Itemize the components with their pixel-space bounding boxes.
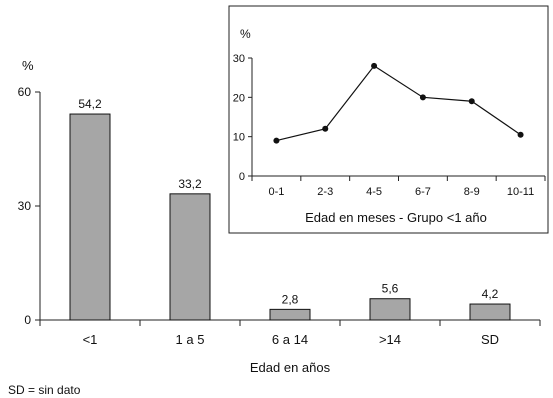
- inset-y-axis-label: %: [240, 27, 251, 41]
- inset-points: [273, 62, 524, 144]
- bar-data-label: 4,2: [482, 287, 499, 301]
- main-y-ticks: 0 30 60: [18, 85, 40, 327]
- inset-point: [371, 62, 378, 69]
- main-y-axis-label: %: [22, 58, 34, 73]
- main-x-ticks: [39, 320, 541, 326]
- main-y-tick-label: 0: [24, 313, 31, 327]
- inset-x-axis-label: Edad en meses - Grupo <1 año: [305, 210, 487, 225]
- main-category-label: 1 a 5: [176, 332, 205, 347]
- inset-category-label: 8-9: [464, 186, 480, 198]
- inset-point: [468, 98, 475, 105]
- footnote: SD = sin dato: [8, 383, 81, 397]
- main-category-label: 6 a 14: [272, 332, 308, 347]
- main-category-label: >14: [379, 332, 401, 347]
- main-category-labels: <1 1 a 5 6 a 14 >14 SD: [83, 332, 499, 347]
- main-category-label: SD: [481, 332, 499, 347]
- inset-y-tick-label: 20: [233, 92, 245, 104]
- main-y-tick-label: 60: [18, 85, 32, 99]
- bar: [369, 298, 411, 321]
- inset-y-ticks: 0 10 20 30: [233, 53, 252, 183]
- inset-category-label: 2-3: [317, 186, 333, 198]
- inset-x-ticks: [251, 176, 546, 181]
- inset-point: [517, 131, 524, 138]
- inset-line-chart: % 0 10 20 30 0-1 2-3 4-5 6-7 8-9 10-11 Edad en m…: [228, 5, 549, 234]
- bar-data-label: 5,6: [382, 282, 399, 296]
- main-bar-chart: % 0 30 60 <1 1 a 5 6 a 14 >14 SD 54,2 33,2 2,8 5,…: [18, 58, 541, 375]
- bar: [69, 113, 111, 321]
- bar-data-label: 33,2: [178, 177, 202, 191]
- inset-y-tick-label: 30: [233, 53, 245, 65]
- inset-y-tick-label: 0: [239, 171, 245, 183]
- inset-category-label: 4-5: [366, 186, 382, 198]
- inset-category-labels: 0-1 2-3 4-5 6-7 8-9 10-11: [268, 186, 534, 198]
- bar: [269, 308, 311, 321]
- bar-data-label: 54,2: [78, 97, 102, 111]
- inset-category-label: 0-1: [268, 186, 284, 198]
- bar-data-label: 2,8: [282, 292, 299, 306]
- inset-series-line: [276, 65, 521, 142]
- inset-y-tick-label: 10: [233, 132, 245, 144]
- main-category-label: <1: [83, 332, 98, 347]
- main-y-tick-label: 30: [18, 199, 32, 213]
- inset-category-label: 6-7: [415, 186, 431, 198]
- inset-point: [322, 125, 329, 132]
- inset-category-label: 10-11: [507, 186, 534, 198]
- inset-point: [419, 94, 426, 101]
- main-x-axis-label: Edad en años: [250, 360, 331, 375]
- bar: [469, 303, 511, 321]
- bar: [169, 193, 211, 321]
- inset-frame: [228, 5, 549, 234]
- main-data-labels: 54,2 33,2 2,8 5,6 4,2: [78, 97, 498, 306]
- main-bars: [69, 113, 511, 321]
- inset-point: [273, 137, 280, 144]
